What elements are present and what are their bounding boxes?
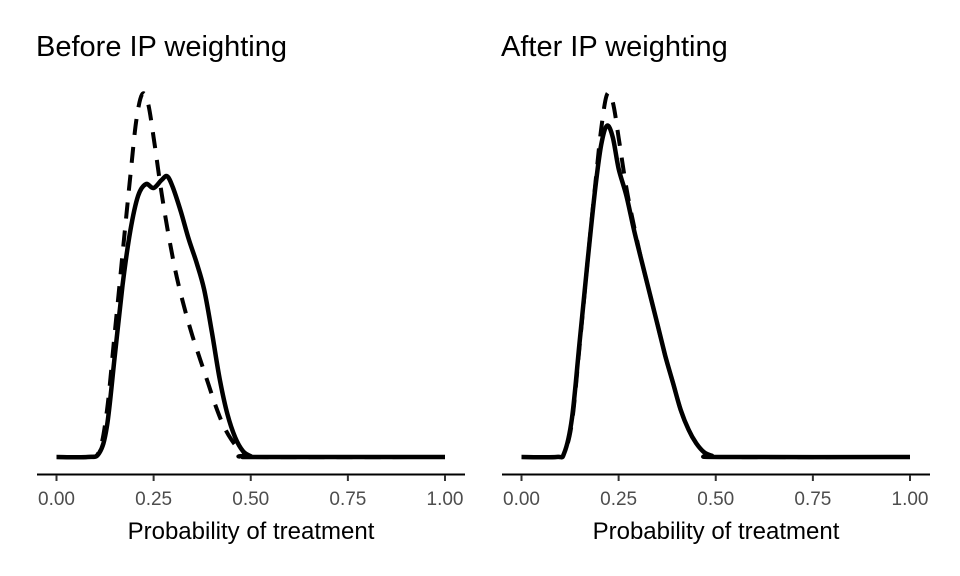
panel-before-ip-weighting: Before IP weighting 0.00 0.25 0.50 0.75 1.00… <box>36 31 465 545</box>
x-tick-label: 0.75 <box>794 489 831 510</box>
density-line-solid <box>521 123 911 460</box>
x-tick-label: 0.75 <box>329 489 366 510</box>
x-tick-label: 0.00 <box>503 489 540 510</box>
x-tick-label: 0.50 <box>232 489 269 510</box>
panel-title: After IP weighting <box>501 31 728 63</box>
x-axis-title: Probability of treatment <box>593 518 840 545</box>
panel-title: Before IP weighting <box>36 31 287 63</box>
density-line-dashed <box>521 90 911 460</box>
x-tick-label: 0.00 <box>38 489 75 510</box>
x-tick-label: 0.25 <box>600 489 637 510</box>
x-tick-label: 0.25 <box>135 489 172 510</box>
x-tick-label: 1.00 <box>892 489 929 510</box>
density-line-solid <box>56 173 446 460</box>
density-line-dashed <box>56 91 446 460</box>
x-tick-label: 0.50 <box>697 489 734 510</box>
x-axis-title: Probability of treatment <box>128 518 375 545</box>
panel-after-ip-weighting: After IP weighting 0.00 0.25 0.50 0.75 1.00 … <box>501 31 930 545</box>
x-tick-label: 1.00 <box>427 489 464 510</box>
